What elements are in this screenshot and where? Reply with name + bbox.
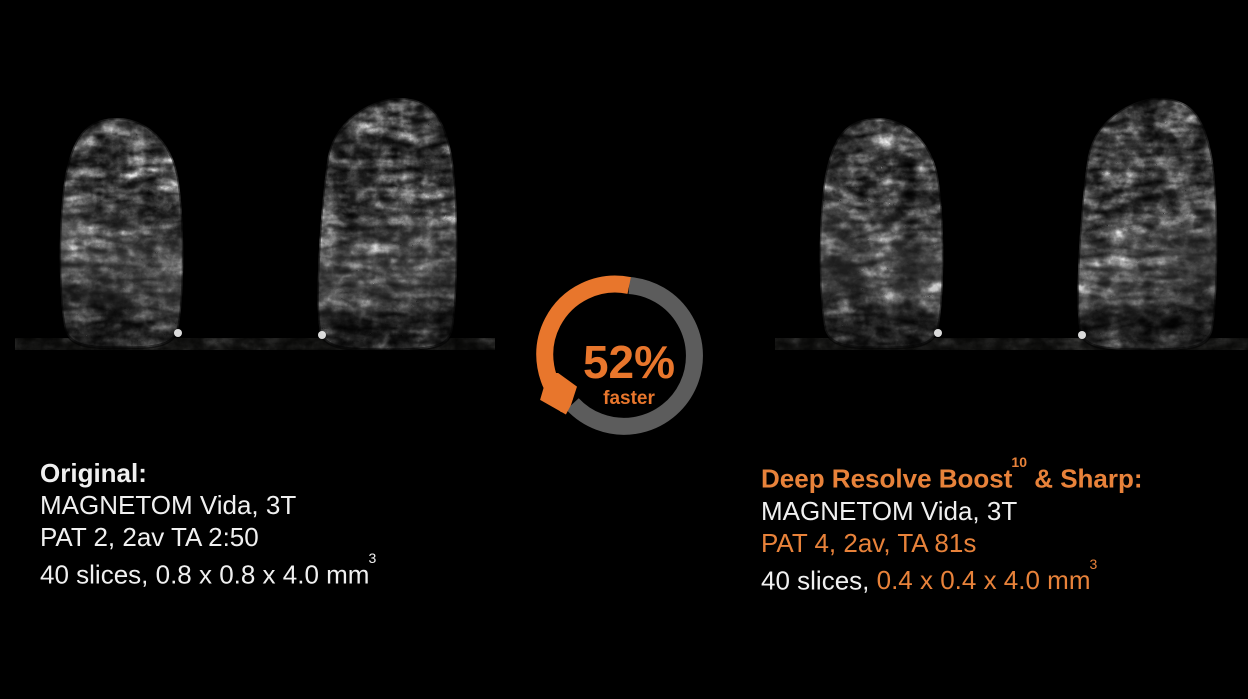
- svg-text:52%: 52%: [583, 336, 675, 388]
- svg-text:faster: faster: [603, 388, 655, 409]
